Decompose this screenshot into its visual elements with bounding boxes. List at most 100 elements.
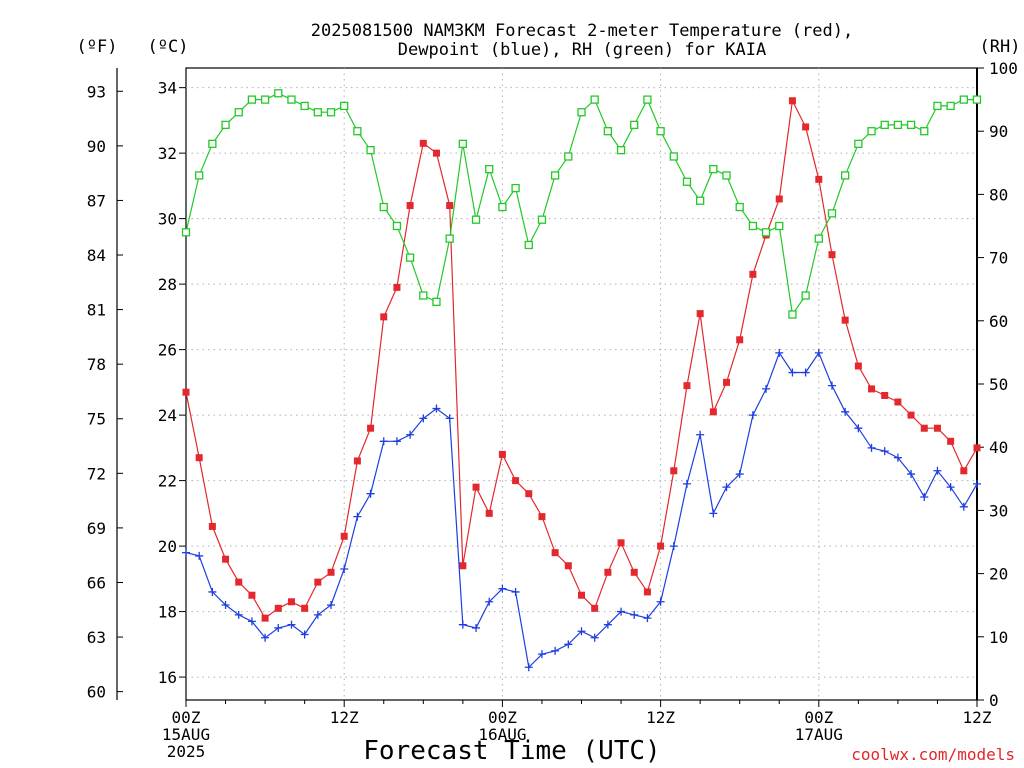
rh-point — [630, 120, 639, 130]
celsius-tick-label: 18 — [158, 603, 177, 622]
dewpoint-point — [959, 502, 968, 511]
fahrenheit-unit-label: (ºF) — [77, 37, 118, 57]
temperature-point — [591, 604, 599, 612]
rh-point — [656, 127, 665, 136]
temperature-point — [749, 270, 757, 278]
temperature-point — [657, 542, 665, 550]
rh-point — [959, 95, 968, 104]
rh-point — [761, 228, 771, 237]
temperature-point — [512, 477, 520, 485]
rh-point — [972, 95, 982, 104]
rh-point — [920, 127, 929, 136]
rh-point — [814, 234, 823, 243]
temperature-point — [393, 283, 401, 291]
dewpoint-point — [392, 437, 401, 446]
temperature-point — [432, 149, 440, 157]
dewpoint-point — [880, 447, 889, 456]
rh-point — [722, 171, 731, 180]
rh-point — [432, 297, 441, 306]
rh-point — [669, 152, 678, 161]
dewpoint-point — [735, 470, 744, 479]
dewpoint-point — [630, 610, 639, 619]
fahrenheit-tick-label: 78 — [87, 355, 106, 374]
data-series — [181, 89, 982, 672]
temperature-point — [406, 202, 414, 210]
dewpoint-point — [709, 509, 718, 518]
rh-point — [405, 253, 415, 262]
temperature-point — [235, 578, 243, 586]
temperature-point — [775, 195, 783, 203]
fahrenheit-tick-label: 81 — [87, 301, 106, 320]
rh-point — [709, 164, 718, 174]
dewpoint-point — [353, 512, 362, 521]
y-axis-ticks: 16 18 20 22 24 26 28 30 32 34 60 63 66 69 72 75 78 81 84 87… — [87, 59, 1018, 710]
temperature-point — [630, 568, 638, 576]
dewpoint-point — [379, 437, 388, 446]
temperature-point — [683, 382, 691, 390]
celsius-tick-label: 28 — [158, 275, 177, 294]
temperature-point — [933, 424, 941, 432]
series-0 — [182, 97, 981, 622]
rh-tick-label: 70 — [989, 249, 1008, 268]
series-2 — [181, 89, 982, 319]
chart-title-line1: 2025081500 NAM3KM Forecast 2-meter Tempe… — [311, 21, 853, 41]
dewpoint-point — [406, 430, 415, 439]
dewpoint-point — [366, 489, 375, 498]
dewpoint-point — [287, 620, 296, 629]
rh-point — [933, 101, 942, 111]
temperature-point — [907, 411, 915, 419]
dewpoint-point — [907, 470, 916, 479]
temperature-point — [327, 568, 335, 576]
fahrenheit-tick-label: 90 — [87, 137, 106, 156]
temperature-point — [367, 424, 375, 432]
rh-point — [300, 101, 309, 111]
rh-point — [880, 120, 889, 130]
temperature-point — [274, 604, 282, 612]
dewpoint-point — [801, 368, 810, 377]
temperature-point — [617, 539, 625, 547]
temperature-point — [182, 388, 190, 396]
temperature-point — [881, 391, 889, 399]
celsius-tick-label: 16 — [158, 668, 177, 687]
temperature-point — [854, 362, 862, 370]
rh-point — [643, 95, 652, 104]
temperature-point — [446, 202, 454, 210]
rh-point — [287, 95, 296, 104]
rh-tick-label: 30 — [989, 501, 1008, 520]
rh-point — [419, 291, 428, 300]
grid-lines — [186, 68, 977, 700]
rh-point — [353, 127, 362, 136]
temperature-point — [538, 513, 546, 521]
fahrenheit-tick-label: 60 — [87, 683, 106, 702]
temperature-point — [868, 385, 876, 393]
dewpoint-point — [524, 663, 533, 672]
dewpoint-point — [946, 483, 955, 492]
temperature-point — [947, 437, 955, 445]
rh-point — [445, 234, 454, 243]
fahrenheit-tick-label: 72 — [87, 464, 106, 483]
rh-unit-label: (RH) — [980, 37, 1021, 57]
series-line — [185, 92, 977, 317]
rh-tick-label: 40 — [989, 438, 1008, 457]
dewpoint-point — [841, 407, 850, 416]
rh-tick-label: 50 — [989, 375, 1008, 394]
celsius-tick-label: 24 — [158, 406, 177, 425]
dewpoint-point — [854, 424, 863, 433]
temperature-point — [248, 591, 256, 599]
temperature-point — [973, 444, 981, 452]
dewpoint-point — [696, 430, 705, 439]
rh-point — [208, 139, 217, 148]
dewpoint-point — [893, 453, 902, 462]
rh-point — [524, 240, 533, 250]
rh-point — [511, 183, 520, 193]
celsius-tick-label: 22 — [158, 472, 177, 491]
celsius-unit-label: (ºC) — [148, 37, 189, 57]
dewpoint-point — [485, 597, 494, 606]
rh-point — [485, 164, 494, 174]
dewpoint-point — [221, 601, 230, 610]
dewpoint-point — [577, 627, 586, 636]
chart-title-line2: Dewpoint (blue), RH (green) for KAIA — [398, 40, 766, 60]
x-tick-label: 16AUG — [478, 725, 526, 744]
rh-point — [682, 177, 692, 186]
dewpoint-point — [195, 551, 204, 560]
